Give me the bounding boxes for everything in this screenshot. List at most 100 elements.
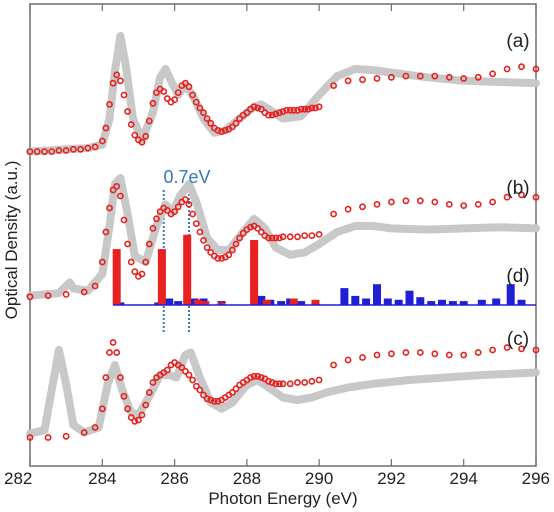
theory-point-2-8	[106, 204, 113, 212]
theory-point-2-61	[315, 230, 323, 238]
theory-point-2-69	[431, 198, 439, 206]
theory-point-1-5	[55, 147, 63, 154]
theory-point-1-38	[196, 104, 204, 112]
panel-label-1: (a)	[506, 31, 529, 52]
blue-bar-24	[448, 301, 457, 305]
theory-point-4-12	[120, 392, 128, 400]
theory-point-2-31	[189, 210, 196, 218]
theory-point-4-56	[279, 380, 287, 388]
theory-point-1-22	[138, 138, 146, 146]
theory-point-1-28	[160, 88, 168, 95]
theory-point-4-14	[127, 414, 135, 421]
theory-point-4-63	[344, 356, 352, 364]
theory-point-1-72	[330, 82, 337, 89]
red-bar-10	[311, 299, 320, 305]
theory-point-2-13	[124, 240, 131, 248]
theory-point-2-35	[203, 244, 211, 251]
theory-point-2-30	[185, 200, 193, 208]
x-tick-label-2: 284	[88, 469, 116, 488]
blue-bar-19	[394, 299, 403, 305]
theory-point-2-26	[171, 208, 178, 215]
theory-point-4-32	[192, 382, 200, 390]
red-bar-5	[194, 299, 203, 305]
theory-point-4-64	[359, 354, 366, 361]
theory-point-1-62	[283, 106, 290, 114]
red-bar-9	[289, 298, 298, 305]
theory-point-4-67	[402, 349, 410, 356]
blue-bar-10	[277, 301, 286, 305]
theory-point-1-77	[402, 72, 410, 80]
theory-point-2-76	[532, 193, 540, 201]
theory-point-2-4	[80, 288, 88, 296]
theory-point-1-18	[124, 108, 131, 115]
blue-bar-18	[383, 298, 392, 305]
theory-point-1-66	[297, 105, 305, 113]
theory-point-2-42	[228, 246, 236, 254]
red-bar-8	[262, 299, 271, 305]
theory-point-2-47	[247, 223, 254, 231]
theory-point-1-20	[131, 131, 139, 139]
theory-point-1-81	[460, 75, 468, 82]
x-tick-label-8: 296	[522, 469, 550, 488]
theory-point-2-11	[117, 192, 124, 200]
theory-point-2-17	[138, 270, 146, 278]
theory-point-1-24	[145, 117, 153, 125]
theory-point-1-25	[149, 99, 157, 107]
theory-point-4-31	[189, 376, 196, 384]
blue-bar-21	[416, 297, 425, 305]
theory-point-4-28	[178, 364, 186, 371]
theory-point-1-34	[181, 79, 189, 87]
theory-point-2-59	[301, 232, 309, 239]
theory-point-1-10	[91, 143, 99, 151]
theory-point-1-76	[387, 73, 395, 81]
theory-point-1-57	[265, 111, 272, 119]
theory-point-4-35	[203, 395, 211, 403]
theory-point-4-57	[286, 380, 294, 388]
theory-point-4-73	[489, 346, 496, 354]
blue-bar-27	[492, 298, 501, 305]
theory-point-2-57	[286, 233, 294, 241]
red-bar-1	[112, 249, 121, 305]
x-tick-label-7: 294	[450, 469, 478, 488]
theory-point-1-40	[203, 115, 211, 122]
blue-bar-25	[459, 301, 468, 305]
theory-point-2-14	[127, 258, 135, 266]
theory-point-4-62	[330, 361, 337, 369]
theory-point-2-21	[153, 215, 160, 223]
blue-bar-3	[165, 298, 174, 305]
theory-point-2-2	[44, 292, 52, 299]
x-tick-label-3: 286	[160, 469, 188, 488]
theory-point-1-67	[301, 105, 309, 113]
theory-point-1-64	[290, 106, 298, 114]
stick-spectrum-d	[112, 234, 536, 306]
theory-point-1-44	[218, 128, 225, 135]
theory-point-4-60	[308, 377, 316, 385]
x-tick-label-1: 282	[4, 469, 32, 488]
theory-point-2-64	[359, 203, 366, 211]
theory-point-4-37	[210, 397, 218, 405]
theory-point-1-71	[315, 103, 323, 111]
theory-point-1-69	[308, 104, 316, 112]
theory-point-4-36	[207, 396, 215, 404]
theory-point-1-65	[294, 106, 301, 114]
panel-label-2: (b)	[506, 178, 529, 199]
theory-point-1-53	[250, 103, 258, 111]
x-tick-label-4: 288	[233, 469, 261, 488]
theory-point-4-24	[163, 366, 171, 374]
theory-point-2-27	[174, 203, 182, 211]
theory-point-2-36	[207, 248, 215, 256]
theory-point-2-33	[196, 228, 204, 236]
theory-point-1-9	[84, 144, 92, 152]
theory-point-4-69	[431, 350, 439, 358]
theory-point-2-68	[416, 197, 424, 205]
x-axis-title: Photon Energy (eV)	[208, 489, 357, 508]
theory-point-4-48	[250, 372, 258, 380]
theory-point-1-45	[221, 126, 229, 134]
theory-point-1-86	[532, 65, 540, 73]
theory-point-2-67	[402, 197, 410, 205]
theory-point-2-65	[373, 200, 381, 208]
theory-point-2-50	[257, 228, 265, 236]
theory-point-4-20	[149, 379, 157, 386]
theory-point-4-53	[268, 379, 276, 386]
